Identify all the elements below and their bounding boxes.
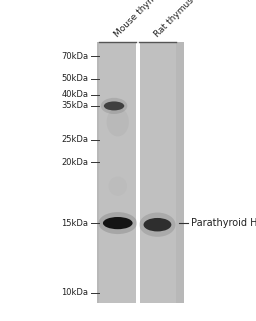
Ellipse shape — [103, 217, 133, 229]
Ellipse shape — [144, 218, 171, 231]
Ellipse shape — [109, 177, 127, 196]
Ellipse shape — [99, 212, 137, 234]
Text: 10kDa: 10kDa — [61, 288, 88, 297]
Bar — [136, 42, 140, 303]
Text: 70kDa: 70kDa — [61, 52, 88, 61]
Text: 35kDa: 35kDa — [61, 101, 88, 110]
Ellipse shape — [104, 101, 124, 110]
Bar — [139, 42, 176, 303]
Ellipse shape — [101, 98, 127, 114]
Text: 15kDa: 15kDa — [61, 219, 88, 228]
Ellipse shape — [139, 213, 176, 237]
Text: Parathyroid Hormone: Parathyroid Hormone — [191, 218, 256, 228]
Bar — [97, 42, 184, 303]
Text: Mouse thymus: Mouse thymus — [113, 0, 166, 39]
Ellipse shape — [107, 108, 129, 136]
Text: 50kDa: 50kDa — [61, 74, 88, 83]
Text: 40kDa: 40kDa — [61, 90, 88, 99]
Bar — [99, 42, 136, 303]
Text: 25kDa: 25kDa — [61, 135, 88, 144]
Text: Rat thymus: Rat thymus — [152, 0, 195, 39]
Text: 20kDa: 20kDa — [61, 158, 88, 167]
